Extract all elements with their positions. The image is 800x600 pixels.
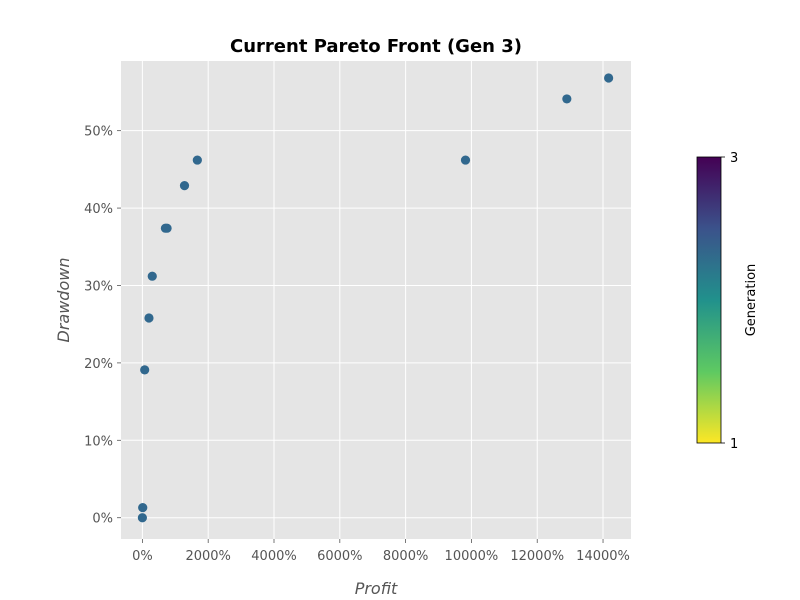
data-point <box>460 155 471 165</box>
y-tick-label: 0% <box>92 512 113 527</box>
data-point <box>147 271 157 281</box>
y-axis-label: Drawdown <box>54 258 73 343</box>
data-points <box>137 73 614 523</box>
grid-lines <box>121 61 631 539</box>
colorbar: 3 1 Generation <box>696 151 759 452</box>
data-point <box>179 181 190 191</box>
y-tick-label: 20% <box>84 357 113 372</box>
x-tick-label: 6000% <box>317 549 362 564</box>
x-tick-label: 4000% <box>251 549 296 564</box>
x-tick-label: 8000% <box>383 549 428 564</box>
x-tick-label: 2000% <box>185 549 230 564</box>
x-tick-label: 0% <box>132 549 153 564</box>
data-point <box>604 73 614 83</box>
colorbar-tick-label-min: 1 <box>730 437 738 452</box>
data-point <box>162 223 172 233</box>
data-point <box>140 365 150 375</box>
data-point <box>192 155 202 165</box>
x-tick-label: 10000% <box>445 549 499 564</box>
y-axis-ticks: 0% 10% 20% 30% 40% 50% <box>84 125 121 527</box>
chart-title: Current Pareto Front (Gen 3) <box>230 36 522 57</box>
y-tick-label: 10% <box>84 434 113 449</box>
plot-area <box>121 61 631 539</box>
colorbar-gradient <box>696 156 722 444</box>
data-point <box>144 313 154 323</box>
x-tick-label: 12000% <box>510 549 564 564</box>
data-point <box>137 513 147 523</box>
x-axis-label: Profit <box>355 579 398 598</box>
y-tick-label: 50% <box>84 125 113 140</box>
x-axis-ticks: 0% 2000% 4000% 6000% 8000% 10000% 12000% 14000% <box>132 539 630 564</box>
data-point <box>562 94 572 104</box>
x-tick-label: 14000% <box>576 549 630 564</box>
y-tick-label: 30% <box>84 279 113 294</box>
colorbar-label: Generation <box>744 264 759 337</box>
colorbar-tick-label-max: 3 <box>730 151 738 166</box>
y-tick-label: 40% <box>84 202 113 217</box>
data-point <box>138 503 148 513</box>
